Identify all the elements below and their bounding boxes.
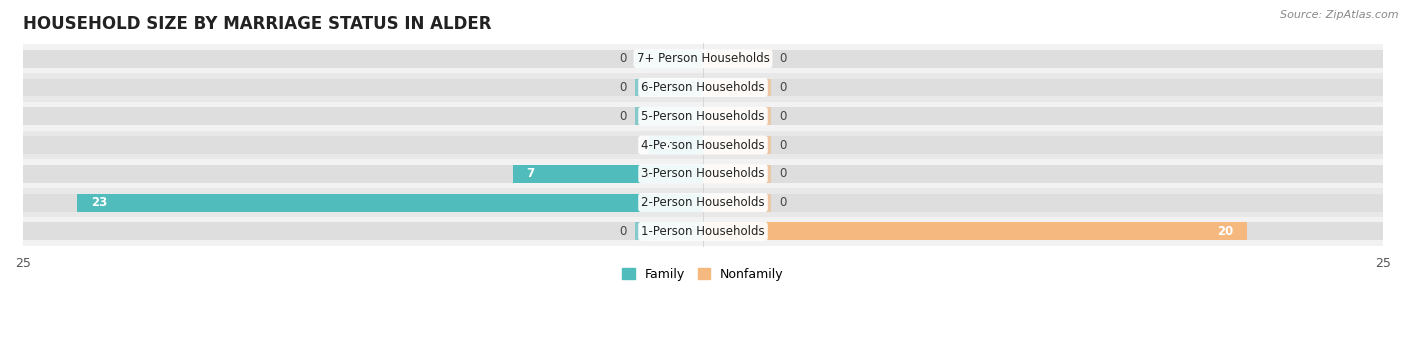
Bar bbox=[636, 50, 703, 68]
Bar bbox=[703, 194, 770, 211]
Bar bbox=[22, 44, 1384, 73]
Bar bbox=[636, 136, 703, 154]
Text: 0: 0 bbox=[620, 110, 627, 123]
Bar bbox=[22, 107, 1384, 125]
Text: HOUSEHOLD SIZE BY MARRIAGE STATUS IN ALDER: HOUSEHOLD SIZE BY MARRIAGE STATUS IN ALD… bbox=[22, 15, 492, 33]
Text: 7: 7 bbox=[526, 167, 534, 180]
Text: 0: 0 bbox=[620, 81, 627, 94]
Text: 20: 20 bbox=[1218, 225, 1233, 238]
Bar bbox=[22, 102, 1384, 131]
Text: 23: 23 bbox=[91, 196, 107, 209]
Text: 7+ Person Households: 7+ Person Households bbox=[637, 52, 769, 65]
Text: Source: ZipAtlas.com: Source: ZipAtlas.com bbox=[1281, 10, 1399, 20]
Bar bbox=[703, 50, 770, 68]
Bar bbox=[636, 222, 703, 240]
Bar bbox=[648, 136, 703, 154]
Bar bbox=[636, 78, 703, 97]
Bar bbox=[703, 222, 1247, 240]
Bar bbox=[636, 165, 703, 183]
Text: 3-Person Households: 3-Person Households bbox=[641, 167, 765, 180]
Text: 5-Person Households: 5-Person Households bbox=[641, 110, 765, 123]
Bar bbox=[703, 136, 770, 154]
Bar bbox=[636, 107, 703, 125]
Text: 2: 2 bbox=[662, 138, 671, 151]
Text: 0: 0 bbox=[779, 196, 786, 209]
Text: 1-Person Households: 1-Person Households bbox=[641, 225, 765, 238]
Bar bbox=[703, 107, 770, 125]
Bar bbox=[22, 73, 1384, 102]
Bar bbox=[703, 165, 770, 183]
Bar bbox=[22, 165, 1384, 183]
Text: 0: 0 bbox=[779, 52, 786, 65]
Bar bbox=[22, 217, 1384, 246]
Text: 0: 0 bbox=[779, 81, 786, 94]
Bar bbox=[703, 78, 770, 97]
Text: 0: 0 bbox=[620, 52, 627, 65]
Bar bbox=[513, 165, 703, 183]
Text: 0: 0 bbox=[779, 167, 786, 180]
Bar bbox=[22, 136, 1384, 154]
Bar bbox=[22, 78, 1384, 97]
Text: 2-Person Households: 2-Person Households bbox=[641, 196, 765, 209]
Text: 4-Person Households: 4-Person Households bbox=[641, 138, 765, 151]
Text: 6-Person Households: 6-Person Households bbox=[641, 81, 765, 94]
Bar bbox=[22, 222, 1384, 240]
Legend: Family, Nonfamily: Family, Nonfamily bbox=[617, 263, 789, 286]
Text: 0: 0 bbox=[779, 110, 786, 123]
Bar bbox=[22, 131, 1384, 160]
Bar bbox=[22, 160, 1384, 188]
Bar bbox=[636, 194, 703, 211]
Text: 0: 0 bbox=[779, 138, 786, 151]
Bar bbox=[22, 188, 1384, 217]
Bar bbox=[22, 194, 1384, 211]
Text: 0: 0 bbox=[620, 225, 627, 238]
Bar bbox=[703, 222, 770, 240]
Bar bbox=[77, 194, 703, 211]
Bar bbox=[22, 50, 1384, 68]
